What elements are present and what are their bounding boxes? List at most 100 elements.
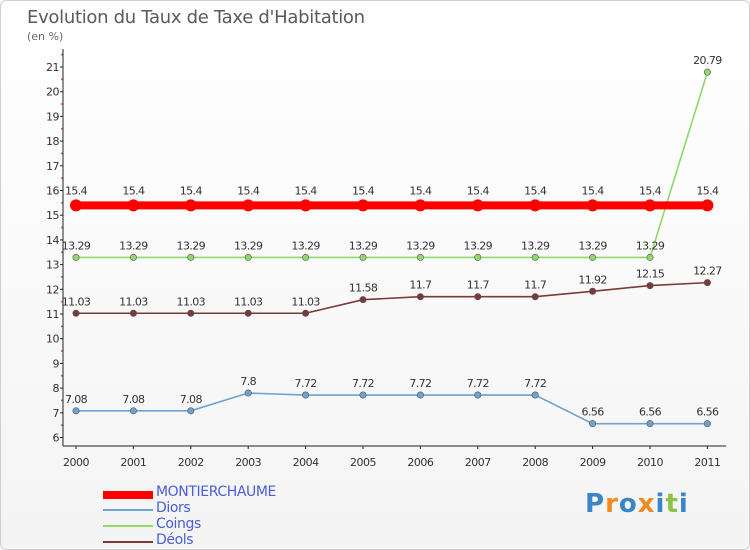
data-label: 15.4 — [467, 184, 490, 197]
x-tick-label: 2004 — [293, 456, 319, 469]
data-label: 15.4 — [122, 184, 145, 197]
data-point — [646, 420, 654, 428]
y-minor-tick — [61, 226, 63, 229]
legend-swatch — [103, 491, 153, 499]
legend-label: Déols — [156, 532, 194, 548]
data-label: 11.7 — [524, 279, 547, 292]
data-label: 11.03 — [119, 295, 148, 308]
data-label: 13.29 — [578, 239, 607, 252]
y-tick-label: 21 — [46, 61, 59, 74]
data-label: 7.72 — [409, 377, 431, 390]
data-point — [244, 389, 252, 397]
data-point — [589, 420, 597, 428]
y-minor-tick — [61, 152, 63, 155]
chart-unit: (en %) — [27, 30, 64, 43]
data-point — [703, 68, 711, 76]
data-label: 7.08 — [65, 393, 88, 406]
y-minor-tick — [61, 127, 63, 130]
data-point — [416, 391, 424, 399]
y-tick-label: 9 — [53, 357, 60, 370]
data-point — [703, 420, 711, 428]
data-point — [359, 391, 367, 399]
data-point — [187, 407, 195, 415]
data-point — [302, 309, 310, 317]
x-tick-label: 2007 — [465, 456, 491, 469]
y-tick-label: 7 — [53, 407, 60, 420]
x-tick-label: 2000 — [63, 456, 89, 469]
y-minor-tick — [61, 103, 63, 105]
y-minor-tick — [61, 177, 63, 180]
data-point — [244, 253, 252, 261]
data-label: 15.4 — [639, 184, 662, 197]
data-point — [129, 309, 137, 317]
y-minor-tick — [61, 78, 63, 81]
y-tick-label: 6 — [53, 432, 60, 445]
x-tick-label: 2011 — [694, 456, 720, 469]
x-tick-label: 2008 — [522, 456, 548, 469]
data-point — [474, 391, 482, 399]
data-label: 11.92 — [578, 273, 607, 286]
data-point — [187, 253, 195, 261]
data-label: 7.08 — [122, 393, 145, 406]
logo-letter: o — [618, 489, 638, 519]
data-point — [72, 253, 80, 261]
y-tick-label: 14 — [46, 234, 59, 247]
data-label: 15.4 — [352, 184, 375, 197]
y-minor-tick — [61, 251, 63, 254]
data-point — [414, 199, 427, 212]
data-point — [416, 253, 424, 261]
logo-letter: t — [665, 489, 679, 519]
x-tick-label: 2001 — [120, 456, 146, 469]
y-minor-tick — [61, 374, 63, 377]
y-tick-label: 11 — [46, 308, 59, 321]
data-label: 13.29 — [62, 239, 91, 252]
series-line-deols — [76, 281, 708, 315]
y-tick-label: 20 — [46, 86, 59, 99]
data-point — [529, 199, 542, 212]
y-tick-label: 12 — [46, 283, 59, 296]
data-label: 11.7 — [409, 279, 432, 292]
logo-letter: i — [655, 489, 666, 519]
data-label: 15.4 — [295, 184, 318, 197]
y-minor-tick — [61, 53, 63, 56]
data-label: 13.29 — [521, 239, 550, 252]
data-point — [359, 253, 367, 261]
data-point — [474, 253, 482, 261]
data-label: 11.03 — [234, 295, 263, 308]
data-point — [357, 199, 369, 212]
data-label: 7.72 — [524, 377, 546, 390]
x-tick-label: 2009 — [580, 456, 606, 469]
series-line-coings — [76, 71, 709, 259]
data-label: 20.79 — [693, 54, 722, 67]
data-label: 7.72 — [467, 377, 489, 390]
legend-swatch — [103, 509, 153, 511]
data-point — [359, 296, 367, 304]
data-point — [586, 199, 599, 212]
proxiti-logo: Proxiti — [585, 489, 689, 519]
data-point — [129, 253, 137, 261]
x-tick-label: 2005 — [350, 456, 376, 469]
data-label: 13.29 — [349, 239, 378, 252]
data-label: 13.29 — [177, 239, 206, 252]
logo-letter: i — [678, 489, 689, 519]
data-label: 7.8 — [240, 375, 256, 388]
data-point — [471, 199, 484, 212]
y-tick-label: 18 — [46, 135, 59, 148]
data-label: 11.58 — [349, 282, 378, 295]
y-tick-label: 17 — [46, 160, 59, 173]
y-minor-tick — [61, 276, 63, 278]
data-point — [129, 407, 137, 415]
x-tick-label: 2003 — [235, 456, 261, 469]
data-label: 11.03 — [62, 295, 91, 308]
legend-label: Diors — [156, 500, 191, 516]
data-point — [72, 309, 80, 317]
data-point — [302, 391, 310, 399]
data-label: 13.29 — [291, 239, 320, 252]
data-point — [302, 253, 310, 261]
data-label: 6.56 — [582, 406, 605, 419]
data-label: 6.56 — [639, 406, 662, 419]
data-point — [187, 309, 195, 317]
legend-swatch — [103, 525, 153, 527]
data-point — [127, 199, 140, 212]
